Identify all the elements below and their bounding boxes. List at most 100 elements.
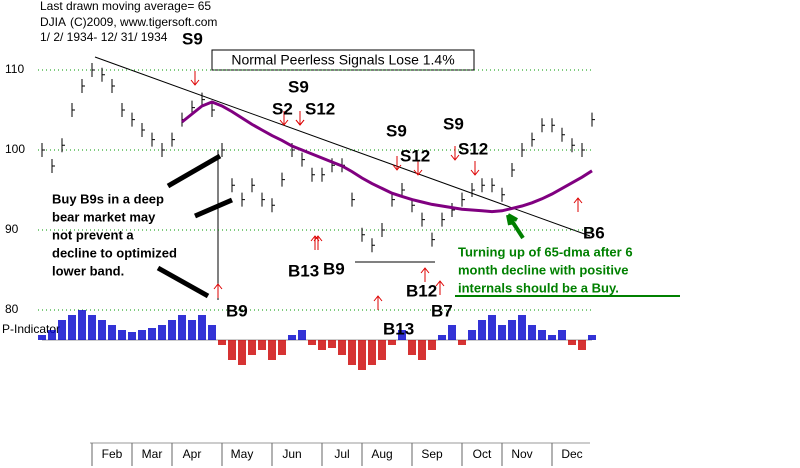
p-indicator-bar	[318, 340, 326, 350]
signal-label: S12	[400, 146, 430, 165]
p-indicator-bar	[278, 340, 286, 355]
price-bar	[251, 178, 255, 193]
signal-label: S9	[288, 77, 309, 96]
x-tick-label: Sep	[421, 447, 443, 461]
annotation: not prevent a	[52, 227, 134, 242]
price-bar	[141, 123, 145, 137]
price-bar	[61, 138, 65, 153]
p-indicator-bar	[218, 340, 226, 345]
date-range: 1/ 2/ 1934- 12/ 31/ 1934	[40, 30, 168, 44]
p-indicator-bar	[468, 330, 476, 340]
p-indicator-bar	[58, 320, 66, 340]
x-tick-label: Apr	[183, 447, 202, 461]
price-bar	[481, 178, 485, 193]
symbol: DJIA	[40, 15, 66, 29]
price-bar	[201, 92, 205, 107]
price-bar	[511, 163, 515, 177]
p-indicator-bar	[258, 340, 266, 350]
x-tick-label: Nov	[511, 447, 532, 461]
price-bar	[531, 132, 535, 147]
p-indicator-bar	[338, 340, 346, 355]
p-indicator-bar	[378, 340, 386, 360]
price-bar	[271, 198, 275, 213]
price-bar	[321, 167, 325, 182]
price-bar	[101, 67, 105, 82]
indicator-label: P-Indicator	[2, 322, 60, 336]
p-indicator-bar	[158, 325, 166, 340]
price-bar	[471, 183, 475, 197]
subtitle: Last drawn moving average= 65	[40, 0, 211, 13]
x-tick-label: Jul	[334, 447, 349, 461]
x-tick-label: Oct	[473, 447, 492, 461]
price-bar	[41, 143, 45, 157]
signal-arrow	[470, 161, 480, 176]
signal-arrow	[373, 295, 383, 310]
x-tick-label: Dec	[561, 447, 582, 461]
p-indicator-bar	[488, 315, 496, 340]
price-bar	[351, 192, 355, 207]
annotation: decline to optimized	[52, 245, 177, 260]
y-tick-label: 100	[5, 142, 25, 156]
p-indicator-bar	[138, 330, 146, 340]
price-bar	[381, 223, 385, 237]
signal-label: B13	[288, 261, 319, 280]
signal-label: S2	[272, 99, 293, 118]
signal-label: S9	[443, 114, 464, 133]
signal-label: B7	[431, 301, 453, 320]
p-indicator-bar	[48, 330, 56, 340]
p-indicator-bar	[78, 310, 86, 340]
annotation: bear market may	[52, 209, 156, 224]
price-bar	[91, 63, 95, 77]
chart-title: Normal Peerless Signals Lose 1.4%	[231, 52, 454, 68]
y-tick-label: 80	[5, 302, 19, 316]
p-indicator-bar	[388, 340, 396, 345]
signal-label: B9	[226, 301, 248, 320]
price-bar	[51, 159, 55, 173]
p-indicator-bar	[358, 340, 366, 370]
p-indicator-bar	[328, 340, 336, 348]
p-indicator-bar	[538, 330, 546, 340]
p-indicator-bar	[108, 325, 116, 340]
p-indicator-bar	[268, 340, 276, 360]
price-bar	[161, 143, 165, 157]
price-bar	[551, 118, 555, 133]
p-indicator-bar	[188, 320, 196, 340]
signal-arrow	[413, 161, 423, 176]
signal-arrow	[573, 197, 583, 212]
price-bar	[301, 152, 305, 167]
p-indicator-bar	[208, 325, 216, 340]
moving-average	[181, 100, 593, 214]
signal-arrow	[213, 283, 223, 298]
p-indicator-bar	[128, 332, 136, 340]
price-bar	[391, 192, 395, 207]
p-indicator-bar	[568, 340, 576, 345]
p-indicator-bar	[288, 335, 296, 340]
price-bar	[221, 143, 225, 157]
price-bar	[231, 178, 235, 193]
p-indicator-bar	[38, 335, 46, 340]
p-indicator-bar	[548, 335, 556, 340]
p-indicator-bar	[98, 320, 106, 340]
p-indicator-bar	[398, 330, 406, 340]
p-indicator-bar	[498, 325, 506, 340]
price-bar	[111, 79, 115, 93]
price-bar	[421, 212, 425, 227]
p-indicator-bar	[368, 340, 376, 365]
signal-arrow	[435, 280, 445, 295]
price-bar	[591, 112, 595, 127]
p-indicator-bar	[458, 340, 466, 345]
price-bar	[211, 103, 215, 117]
price-bar	[331, 158, 335, 173]
p-indicator-bar	[448, 325, 456, 340]
annotation: internals should be a Buy.	[458, 280, 619, 295]
y-tick-label: 90	[5, 222, 19, 236]
price-bar	[431, 232, 435, 247]
price-bar	[401, 183, 405, 197]
signal-arrow	[420, 267, 430, 282]
price-bar	[131, 112, 135, 127]
price-bar	[371, 238, 375, 253]
p-indicator-bar	[348, 340, 356, 365]
p-indicator-bar	[528, 325, 536, 340]
annotation: Turning up of 65-dma after 6	[458, 244, 633, 259]
